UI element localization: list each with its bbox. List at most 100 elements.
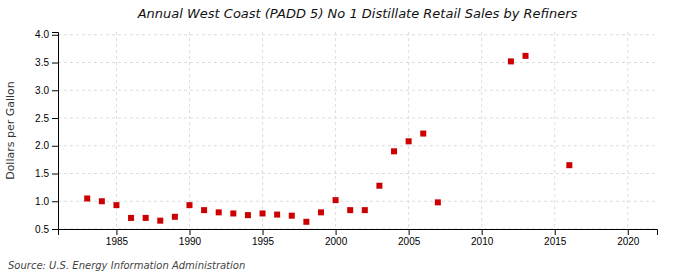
- x-tick: 2015: [544, 229, 567, 247]
- x-tick-label: 2000: [325, 236, 348, 247]
- point: [245, 212, 251, 218]
- x-tick-mark: [628, 229, 629, 235]
- point: [113, 202, 119, 208]
- y-grid-line: [58, 173, 657, 174]
- point: [376, 183, 382, 189]
- point: [172, 214, 178, 220]
- y-tick: 2.5: [35, 113, 58, 124]
- point: [566, 162, 572, 168]
- y-tick-mark: [52, 63, 58, 64]
- point: [347, 207, 353, 213]
- x-tick-mark: [555, 229, 556, 235]
- y-tick-label: 2.5: [35, 113, 49, 124]
- x-tick-mark: [482, 229, 483, 235]
- y-grid-line: [58, 62, 657, 63]
- point: [391, 148, 397, 154]
- y-grid-line: [58, 90, 657, 91]
- x-tick-label: 1990: [179, 236, 202, 247]
- points: [84, 53, 572, 225]
- point: [435, 199, 441, 205]
- grid: [58, 32, 657, 229]
- x-tick-label: 1995: [252, 236, 275, 247]
- y-tick-label: 2.0: [35, 140, 49, 151]
- title: Annual West Coast (PADD 5) No 1 Distilla…: [137, 6, 578, 21]
- x-tick: 1985: [106, 229, 129, 247]
- point: [508, 58, 514, 64]
- x-tick-label: 2020: [617, 236, 640, 247]
- y-axis: 0.5 1.0 1.5 2.0 2.5 3.0 3.5 4.0: [35, 29, 58, 234]
- y-tick-mark: [52, 146, 58, 147]
- x-tick-mark: [116, 229, 117, 235]
- point: [333, 197, 339, 203]
- x-tick-label: 2010: [471, 236, 494, 247]
- point: [420, 131, 426, 137]
- point: [84, 195, 90, 201]
- y-grid-line: [58, 118, 657, 119]
- point: [216, 209, 222, 215]
- point: [99, 198, 105, 204]
- y-tick-mark: [52, 229, 58, 230]
- point: [274, 212, 280, 218]
- y-tick: 2.0: [35, 140, 58, 151]
- y-grid-line: [58, 34, 657, 35]
- y-grid-line: [58, 201, 657, 202]
- x-tick-label: 2005: [398, 236, 421, 247]
- y-grid-line: [58, 145, 657, 146]
- point: [523, 53, 529, 59]
- x-grid-line: [116, 32, 117, 229]
- x-grid-line: [627, 32, 628, 229]
- y-tick-label: 1.5: [35, 168, 49, 179]
- point: [289, 213, 295, 219]
- y-tick-label: 4.0: [35, 29, 49, 40]
- point: [201, 207, 207, 213]
- y-tick-mark: [52, 35, 58, 36]
- y-tick-mark: [52, 90, 58, 91]
- chart: 1985 1990 1995 2000 2005 2010 2015 2020 0.5 1.0 1.…: [0, 0, 675, 275]
- point: [128, 215, 134, 221]
- y-tick: 3.5: [35, 57, 58, 68]
- y-tick-mark: [52, 201, 58, 202]
- y-tick: 3.0: [35, 85, 58, 96]
- point: [303, 219, 309, 225]
- y-tick-mark: [52, 174, 58, 175]
- y-axis-title: Dollars per Gallon: [4, 81, 17, 180]
- y-axis-line: [52, 33, 59, 230]
- point: [406, 138, 412, 144]
- x-grid-line: [189, 32, 190, 229]
- y-tick-label: 3.0: [35, 85, 49, 96]
- y-tick: 4.0: [35, 29, 58, 40]
- point: [143, 215, 149, 221]
- plot: 1985 1990 1995 2000 2005 2010 2015 2020 0.5 1.0 1.…: [35, 29, 657, 247]
- point: [260, 210, 266, 216]
- x-grid-line: [481, 32, 482, 229]
- x-tick: 2005: [398, 229, 421, 247]
- y-tick-label: 0.5: [35, 224, 49, 235]
- x-axis: 1985 1990 1995 2000 2005 2010 2015 2020: [59, 229, 658, 247]
- y-tick: 1.5: [35, 168, 58, 179]
- x-grid-line: [262, 32, 263, 229]
- y-tick-label: 1.0: [35, 196, 49, 207]
- y-tick: 1.0: [35, 196, 58, 207]
- x-tick-mark: [409, 229, 410, 235]
- y-tick-mark: [52, 118, 58, 119]
- source-note: Source: U.S. Energy Information Administ…: [8, 260, 245, 271]
- x-tick: 2010: [471, 229, 494, 247]
- x-grid-line: [408, 32, 409, 229]
- y-tick: 0.5: [35, 224, 58, 235]
- x-tick-mark: [189, 229, 190, 235]
- y-tick-label: 3.5: [35, 57, 49, 68]
- x-tick-label: 1985: [106, 236, 129, 247]
- x-tick: 1990: [179, 229, 202, 247]
- x-tick-label: 2015: [544, 236, 567, 247]
- point: [186, 202, 192, 208]
- point: [157, 218, 163, 224]
- x-tick-mark: [263, 229, 264, 235]
- point: [230, 210, 236, 216]
- point: [318, 209, 324, 215]
- x-grid-line: [554, 32, 555, 229]
- point: [362, 207, 368, 213]
- x-tick: 2000: [325, 229, 348, 247]
- x-tick: 1995: [252, 229, 275, 247]
- x-axis-line: [59, 230, 658, 236]
- x-tick-mark: [336, 229, 337, 235]
